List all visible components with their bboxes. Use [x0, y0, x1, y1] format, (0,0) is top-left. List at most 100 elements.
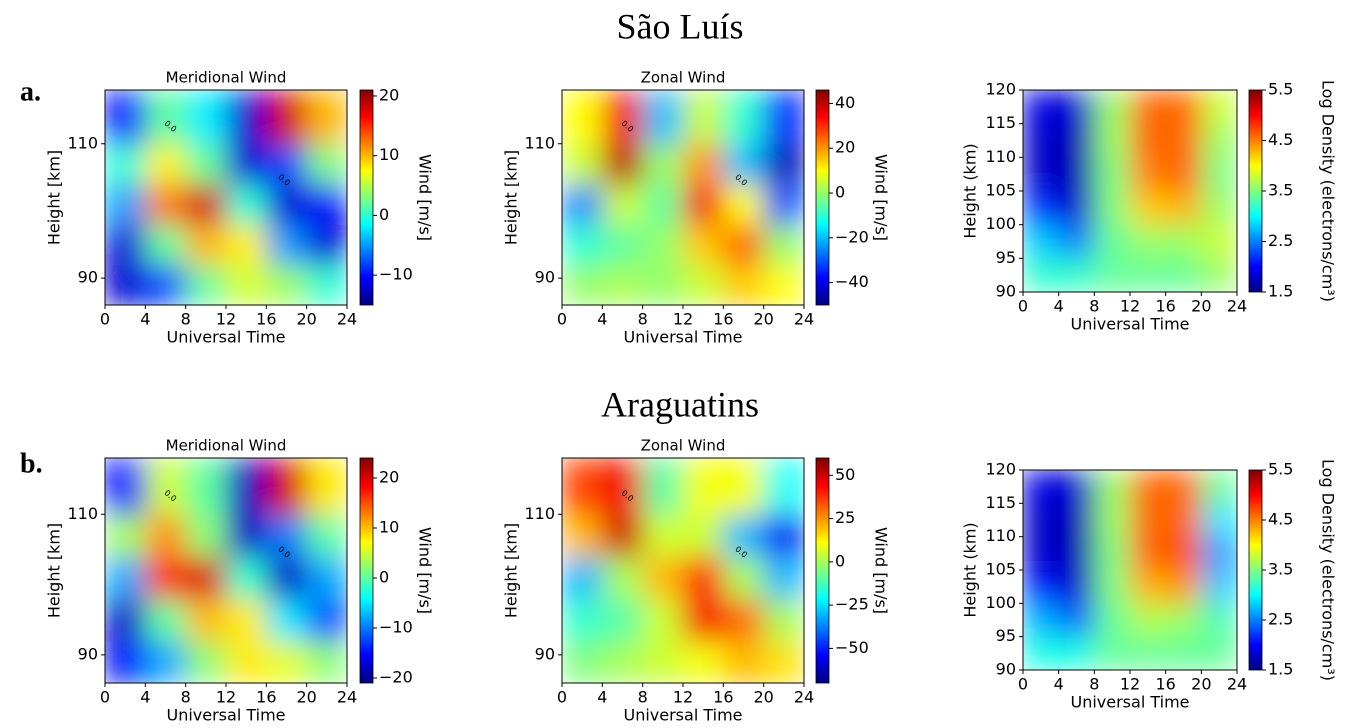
heatmap-cell [306, 143, 347, 185]
heatmap-cell [683, 264, 724, 305]
y-tick-label: 105 [985, 560, 1016, 579]
heatmap-cell [1130, 224, 1167, 259]
colorbar-tick-label: −25 [835, 595, 869, 614]
x-tick-label: 8 [1089, 297, 1099, 316]
heatmap-cell [226, 264, 267, 305]
heatmap [562, 90, 804, 305]
heatmap-cell [1094, 603, 1131, 638]
heatmap-cell [266, 458, 308, 515]
heatmap-cell [1023, 603, 1060, 638]
heatmap-cell [1058, 503, 1095, 538]
colorbar-tick-label: −10 [379, 618, 413, 637]
heatmap-cell [562, 90, 603, 145]
heatmap-cell [1023, 570, 1060, 604]
heatmap-cell [1023, 224, 1060, 259]
heatmap-cell [683, 143, 724, 185]
heatmap-cell [226, 184, 267, 225]
y-tick-label: 90 [535, 644, 555, 663]
colorbar-tick-label: −20 [379, 668, 413, 687]
heatmap-cell [1165, 570, 1202, 604]
colorbar-tick-label: 50 [835, 465, 855, 484]
heatmap-cell [683, 90, 724, 145]
heatmap-cell [1094, 470, 1131, 504]
y-tick-label: 120 [985, 80, 1016, 99]
x-tick-label: 12 [1120, 675, 1140, 694]
heatmap-cells [105, 458, 347, 683]
y-tick-label: 110 [67, 504, 98, 523]
heatmap-cell [145, 184, 187, 225]
x-tick-label: 8 [638, 310, 648, 329]
heatmap-cell [602, 514, 644, 557]
heatmap-cell [185, 264, 227, 305]
x-tick-label: 0 [1018, 297, 1028, 316]
heatmap-cell [683, 184, 724, 225]
x-tick-label: 12 [673, 310, 693, 329]
x-axis-label: Universal Time [623, 328, 742, 347]
colorbar-tick-label: 20 [379, 85, 399, 104]
heatmap [105, 458, 347, 683]
heatmap-cell [1201, 536, 1237, 571]
heatmap-cell [1094, 258, 1131, 292]
x-tick-label: 8 [1089, 675, 1099, 694]
x-tick-label: 8 [638, 688, 648, 707]
heatmap-cell [226, 598, 267, 642]
heatmap-cell [226, 458, 267, 515]
colorbar [1248, 469, 1263, 671]
x-tick-label: 8 [181, 688, 191, 707]
panel-title: Meridional Wind [166, 69, 287, 87]
heatmap-cell [306, 598, 347, 642]
colorbar-tick-label: 2.5 [1268, 231, 1293, 250]
heatmap-cell [105, 598, 146, 642]
heatmap-cell [1201, 157, 1237, 192]
heatmap-cell [1094, 224, 1131, 259]
heatmap-cell [1094, 90, 1131, 125]
heatmap-cell [683, 458, 724, 515]
y-axis-label: Height [km] [502, 523, 521, 618]
heatmap-cell [1165, 470, 1202, 504]
heatmap-cell [683, 556, 724, 600]
heatmap-cell [1130, 536, 1167, 571]
heatmap-cell [1058, 123, 1095, 158]
heatmap-cell [1201, 90, 1237, 125]
heatmap-cell [105, 264, 146, 305]
heatmap-cell [1130, 570, 1167, 604]
heatmap-cell [1094, 191, 1131, 226]
heatmap-cell [145, 224, 187, 266]
heatmap-cell [306, 556, 347, 600]
heatmap-cell [1094, 123, 1131, 158]
heatmap-cell [1165, 636, 1202, 670]
heatmap [105, 90, 347, 305]
y-tick-label: 110 [524, 133, 555, 152]
heatmap-cell [145, 640, 187, 683]
heatmap-cell [1165, 258, 1202, 292]
heatmap-cells [562, 90, 804, 305]
heatmap-cell [185, 458, 227, 515]
heatmap-cell [306, 640, 347, 683]
y-tick-label: 110 [67, 133, 98, 152]
colorbar-tick-label: 25 [835, 508, 855, 527]
heatmap-cell [763, 458, 804, 515]
colorbar-tick-label: 0 [379, 205, 389, 224]
heatmap-cell [602, 640, 644, 683]
heatmap-cell [1201, 123, 1237, 158]
heatmap-cell [1023, 157, 1060, 192]
heatmap-cell [562, 224, 603, 266]
colorbar-tick-label: 2.5 [1268, 610, 1293, 629]
colorbar-tick-label: 10 [379, 518, 399, 537]
heatmap-cell [763, 264, 804, 305]
heatmap-cell [1165, 90, 1202, 125]
heatmap-cell [185, 184, 227, 225]
colorbar-tick-label: 0 [379, 568, 389, 587]
heatmap-cell [602, 556, 644, 600]
heatmap-cell [723, 224, 765, 266]
colorbar-label: Wind [m/s] [416, 154, 435, 241]
heatmap-cell [602, 598, 644, 642]
heatmap-cell [1023, 191, 1060, 226]
heatmap-cell [1058, 191, 1095, 226]
heatmap-cell [642, 90, 684, 145]
colorbar-tick-label: −10 [379, 265, 413, 284]
heatmap-cell [1130, 191, 1167, 226]
y-tick-label: 90 [78, 644, 98, 663]
y-axis-label: Height (km) [961, 522, 980, 617]
x-tick-label: 12 [1120, 297, 1140, 316]
